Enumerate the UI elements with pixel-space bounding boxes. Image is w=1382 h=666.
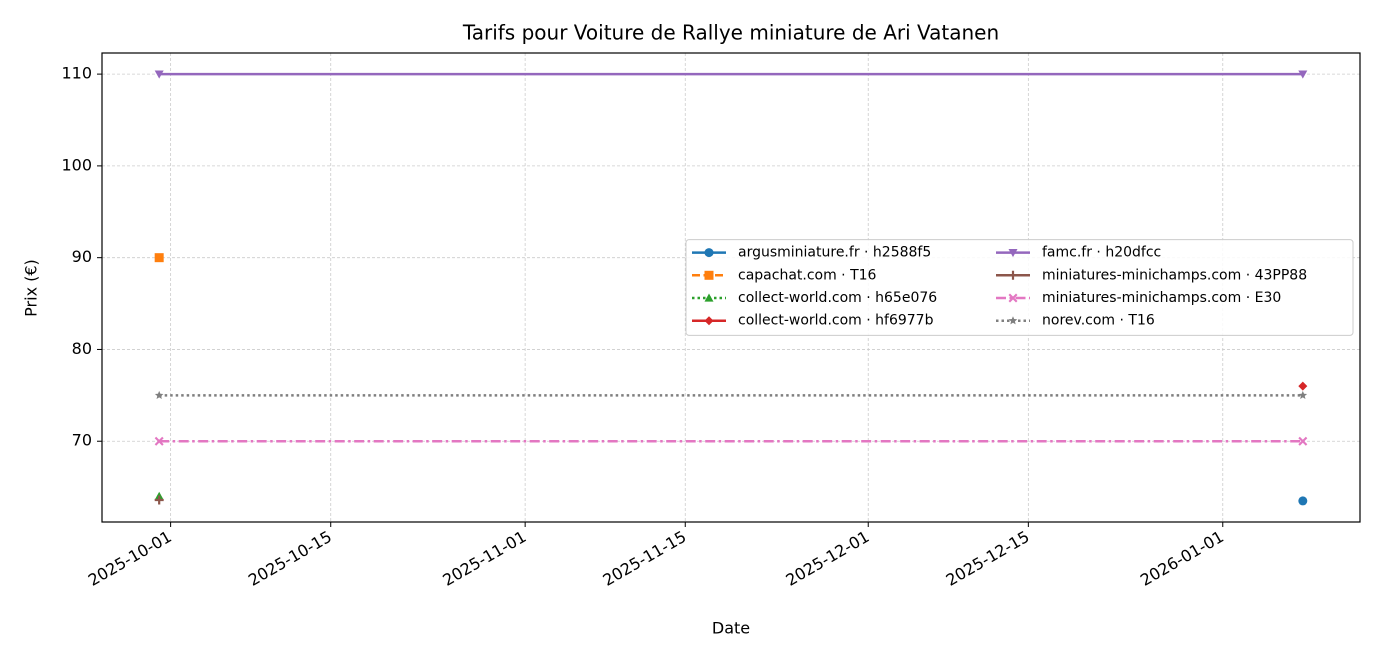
legend: argusminiature.fr · h2588f5 capachat.com … — [685, 239, 1354, 336]
chart-title: Tarifs pour Voiture de Rallye miniature … — [462, 21, 999, 45]
y-tick-label: 80 — [72, 339, 92, 358]
point — [154, 70, 164, 79]
point — [154, 253, 164, 263]
legend-marker — [704, 248, 714, 258]
point — [1298, 436, 1308, 446]
x-tick-label: 2025-11-01 — [439, 527, 529, 590]
legend-marker — [1008, 316, 1018, 325]
point — [1298, 70, 1308, 79]
legend-marker — [704, 293, 714, 302]
x-tick-label: 2025-12-15 — [943, 527, 1033, 590]
legend-label: norev.com · T16 — [1042, 313, 1155, 329]
x-tick-label: 2025-11-15 — [599, 527, 689, 590]
point — [1298, 390, 1308, 399]
legend-label: argusminiature.fr · h2588f5 — [738, 245, 931, 261]
point — [154, 436, 164, 446]
legend-marker — [1008, 249, 1018, 258]
y-tick-label: 100 — [61, 155, 92, 174]
y-tick-label: 90 — [72, 247, 92, 266]
legend-marker — [1008, 270, 1018, 280]
grid — [102, 53, 1360, 522]
legend-marker — [704, 316, 714, 326]
legend-label: miniatures-minichamps.com · E30 — [1042, 290, 1281, 306]
legend-marker — [1008, 293, 1018, 303]
point — [154, 495, 164, 505]
x-axis-label: Date — [712, 619, 750, 638]
point — [1298, 381, 1308, 391]
x-tick-label: 2025-10-01 — [85, 527, 175, 590]
y-tick-label: 70 — [72, 431, 92, 450]
y-axis-label: Prix (€) — [22, 259, 41, 317]
point — [154, 390, 164, 399]
point — [1298, 496, 1308, 506]
x-tick-label: 2025-12-01 — [782, 527, 872, 590]
legend-marker — [704, 270, 714, 280]
legend-label: collect-world.com · hf6977b — [738, 313, 934, 329]
y-tick-label: 110 — [61, 64, 92, 83]
legend-label: famc.fr · h20dfcc — [1042, 245, 1161, 261]
x-tick-label: 2025-10-15 — [245, 527, 335, 590]
x-tick-label: 2026-01-01 — [1137, 527, 1227, 590]
legend-box — [685, 239, 1354, 336]
plot — [154, 70, 1308, 506]
legend-label: capachat.com · T16 — [738, 267, 877, 283]
axes-frame — [101, 52, 1361, 523]
legend-label: miniatures-minichamps.com · 43PP88 — [1042, 267, 1307, 283]
legend-label: collect-world.com · h65e076 — [738, 290, 937, 306]
